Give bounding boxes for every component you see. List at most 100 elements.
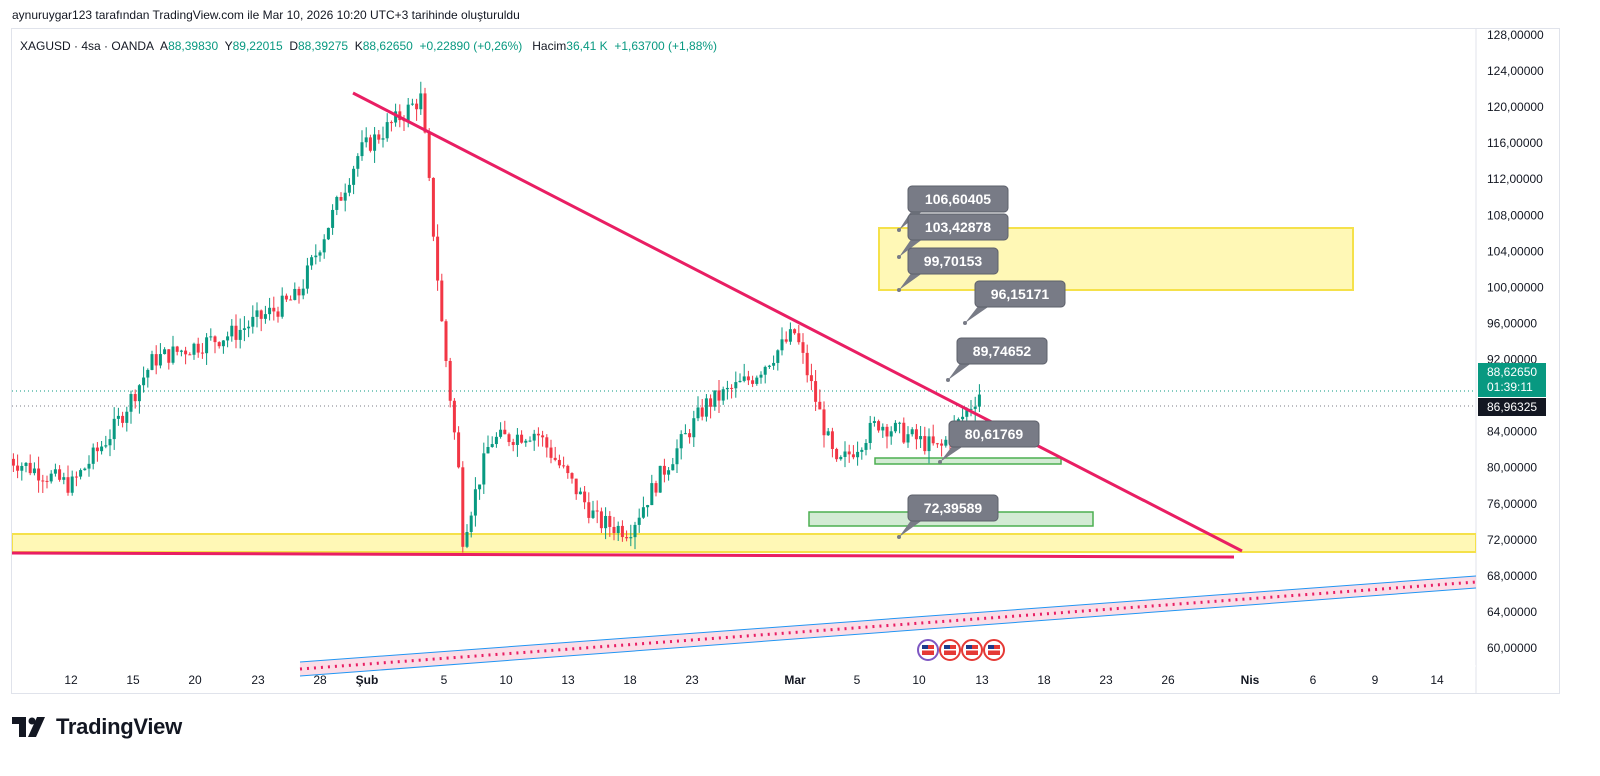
candle-body — [217, 342, 221, 347]
economic-events[interactable] — [917, 639, 1005, 661]
candle-body — [87, 463, 91, 469]
candle-body — [427, 132, 431, 178]
chart-frame — [11, 28, 1560, 694]
price-note[interactable]: 103,42878 — [897, 213, 1009, 259]
candle-body — [8, 459, 11, 460]
candle-body — [549, 447, 553, 458]
time-axis-label: 13 — [561, 673, 575, 687]
candle-body — [746, 376, 750, 381]
candle-body — [700, 407, 704, 417]
price-axis-label: 80,00000 — [1487, 461, 1537, 475]
price-axis-label: 128,00000 — [1487, 28, 1544, 42]
candle-body — [276, 311, 280, 317]
candle-body — [625, 537, 629, 539]
price-note-label: 72,39589 — [924, 500, 983, 516]
candle-body — [662, 465, 666, 475]
candle-body — [738, 380, 742, 383]
price-axis[interactable]: 128,00000 124,00000 120,00000 116,00000 112,… — [1487, 28, 1544, 655]
event-flag-us-icon[interactable] — [939, 639, 961, 661]
price-note-label: 103,42878 — [925, 219, 991, 235]
candle-body — [835, 448, 839, 460]
time-axis[interactable]: 12 15 20 23 28 Şub 5 10 13 18 23 Mar 5 10 13 18 23 26 Nis 6… — [64, 673, 1444, 687]
price-notes[interactable]: 106,60405 103,42878 99,70153 96,15171 89,746… — [897, 185, 1066, 539]
candle-body — [482, 453, 486, 485]
candle-body — [889, 431, 893, 437]
candle-body — [16, 465, 20, 471]
candle-body — [898, 422, 902, 424]
candle-body — [532, 433, 536, 441]
tradingview-logo[interactable]: TradingView — [12, 714, 182, 740]
candle-body — [683, 433, 687, 435]
price-note[interactable]: 89,74652 — [946, 337, 1048, 382]
candle-body — [360, 142, 364, 157]
candle-body — [961, 416, 965, 420]
price-axis-label: 104,00000 — [1487, 244, 1544, 258]
candle-body — [927, 436, 931, 452]
candlestick-series — [8, 81, 981, 553]
candle-body — [461, 467, 465, 547]
candle-body — [553, 457, 557, 460]
candle-body — [209, 336, 213, 338]
candle-body — [20, 465, 24, 471]
candle-body — [112, 418, 116, 440]
candle-body — [234, 325, 238, 340]
candle-body — [860, 449, 864, 452]
price-axis-label: 64,00000 — [1487, 605, 1537, 619]
price-note[interactable]: 80,61769 — [938, 420, 1040, 464]
price-note[interactable]: 99,70153 — [897, 247, 999, 292]
price-axis-label: 84,00000 — [1487, 425, 1537, 439]
candle-body — [49, 473, 53, 482]
candle-body — [574, 478, 578, 495]
candle-body — [121, 415, 125, 423]
event-flag-us-icon[interactable] — [983, 639, 1005, 661]
open-label: A — [160, 39, 169, 53]
candle-body — [406, 104, 410, 121]
candle-body — [528, 440, 532, 442]
candle-body — [41, 480, 45, 482]
candle-body — [440, 280, 444, 322]
price-note[interactable]: 96,15171 — [963, 280, 1066, 325]
candle-body — [751, 380, 755, 384]
candle-body — [616, 525, 620, 534]
support-zone[interactable] — [12, 533, 1476, 553]
price-axis-label: 60,00000 — [1487, 641, 1537, 655]
candle-body — [251, 316, 255, 327]
candle-body — [801, 342, 805, 353]
candle-body — [205, 337, 209, 354]
candle-body — [297, 288, 301, 296]
candle-body — [473, 489, 477, 516]
candle-body — [587, 502, 591, 518]
time-axis-label: 20 — [188, 673, 202, 687]
plot-area[interactable] — [8, 81, 1476, 677]
support-green-zone[interactable] — [874, 457, 1062, 465]
ascending-channel-bottom[interactable] — [299, 587, 1476, 677]
candle-body — [242, 328, 246, 330]
candle-body — [637, 517, 641, 525]
descending-trendline[interactable] — [352, 91, 1243, 553]
price-note[interactable]: 72,39589 — [897, 494, 999, 539]
candle-body — [914, 429, 918, 440]
support-trendline[interactable] — [12, 551, 1235, 559]
candle-body — [268, 307, 272, 315]
price-note-anchor — [897, 288, 901, 292]
candle-body — [457, 432, 461, 468]
event-flag-us-icon[interactable] — [917, 639, 939, 661]
candle-body — [179, 350, 183, 352]
candle-body — [503, 429, 507, 435]
candle-body — [171, 346, 175, 363]
symbol-name[interactable]: XAGUSD · 4sa · OANDA — [20, 39, 155, 53]
time-axis-label: 10 — [912, 673, 926, 687]
event-flag-us-icon[interactable] — [961, 639, 983, 661]
reference-price-text: 86,96325 — [1487, 400, 1537, 414]
ascending-channel-top[interactable] — [299, 575, 1476, 663]
price-note[interactable]: 106,60405 — [897, 185, 1009, 232]
candle-body — [293, 288, 297, 300]
candle-body — [767, 365, 771, 367]
candle-body — [125, 411, 129, 423]
candle-body — [129, 394, 133, 412]
candle-body — [356, 156, 360, 169]
candle-body — [734, 382, 738, 389]
candle-body — [524, 440, 528, 443]
candle-body — [469, 515, 473, 532]
